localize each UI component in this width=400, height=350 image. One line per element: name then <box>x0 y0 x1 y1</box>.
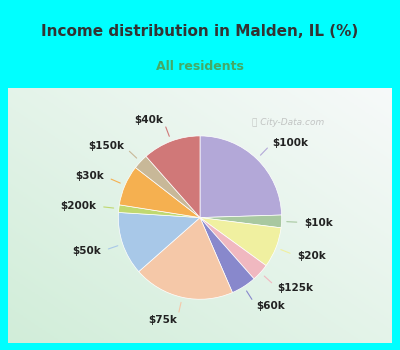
Text: $75k: $75k <box>148 315 177 324</box>
Wedge shape <box>200 136 282 218</box>
Text: $100k: $100k <box>273 138 309 147</box>
Text: All residents: All residents <box>156 60 244 72</box>
Wedge shape <box>118 212 200 272</box>
Wedge shape <box>118 205 200 218</box>
Wedge shape <box>200 218 266 279</box>
Text: $30k: $30k <box>75 171 104 181</box>
Wedge shape <box>146 136 200 218</box>
Text: $125k: $125k <box>277 283 313 293</box>
Text: $40k: $40k <box>134 115 163 125</box>
Text: $200k: $200k <box>60 201 96 211</box>
Text: $60k: $60k <box>256 301 285 311</box>
Wedge shape <box>200 218 281 266</box>
Wedge shape <box>139 218 232 299</box>
Wedge shape <box>200 218 254 293</box>
Text: $50k: $50k <box>72 246 101 257</box>
Wedge shape <box>136 156 200 218</box>
Text: $150k: $150k <box>88 141 124 151</box>
Text: $20k: $20k <box>297 251 326 261</box>
Text: Income distribution in Malden, IL (%): Income distribution in Malden, IL (%) <box>41 25 359 40</box>
Text: ⓘ City-Data.com: ⓘ City-Data.com <box>252 118 324 127</box>
Text: $10k: $10k <box>304 217 333 228</box>
Wedge shape <box>119 168 200 218</box>
Wedge shape <box>200 215 282 228</box>
